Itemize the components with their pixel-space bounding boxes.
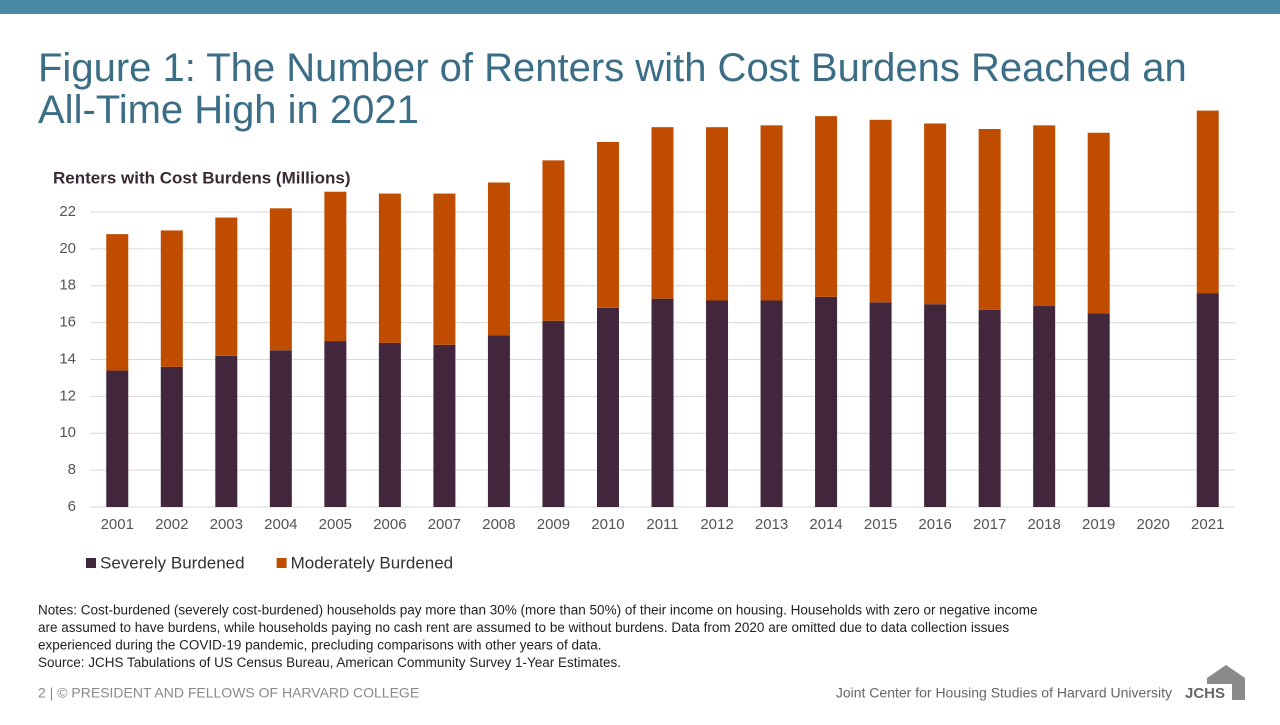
bar-segment	[815, 296, 838, 507]
logo-text: JCHS	[1185, 685, 1225, 702]
bar-segment	[378, 193, 401, 343]
bar-segment	[269, 208, 292, 351]
footer-left: 2 | © PRESIDENT AND FELLOWS OF HARVARD C…	[38, 685, 419, 701]
bar-segment	[215, 355, 238, 507]
title-line: Figure 1: The Number of Renters with Cos…	[38, 46, 1187, 90]
bar-segment	[760, 300, 783, 507]
bar-segment	[487, 182, 510, 336]
bar-segment	[760, 125, 783, 301]
x-tick-label: 2006	[373, 516, 406, 533]
x-tick-label: 2009	[537, 516, 570, 533]
bar-segment	[1196, 293, 1219, 507]
bar-segment	[1087, 132, 1110, 314]
x-tick-label: 2011	[646, 516, 678, 533]
x-tick-label: 2014	[809, 516, 842, 533]
bar-segment	[1196, 110, 1219, 294]
y-tick-label: 6	[68, 498, 76, 515]
bar-segment	[924, 123, 947, 305]
note-line: are assumed to have burdens, while house…	[38, 620, 1009, 635]
x-tick-label: 2021	[1191, 516, 1224, 533]
title-line: All-Time High in 2021	[38, 88, 419, 132]
legend-label: Moderately Burdened	[291, 553, 454, 572]
note-line: Notes: Cost-burdened (severely cost-burd…	[38, 603, 1038, 618]
bar-segment	[651, 127, 674, 299]
y-tick-label: 20	[59, 240, 76, 257]
axis-title: Renters with Cost Burdens (Millions)	[53, 168, 351, 187]
x-tick-label: 2017	[973, 516, 1006, 533]
bar-segment	[869, 119, 892, 303]
bar-segment	[106, 234, 129, 371]
bar-segment	[269, 350, 292, 507]
footer-right: Joint Center for Housing Studies of Harv…	[836, 685, 1172, 701]
bar-segment	[706, 300, 729, 507]
bar-segment	[433, 193, 456, 345]
x-tick-label: 2003	[210, 516, 243, 533]
y-tick-label: 14	[59, 350, 76, 367]
bar-segment	[433, 344, 456, 507]
x-tick-label: 2020	[1137, 516, 1170, 533]
bar-segment	[324, 191, 347, 342]
top-bar	[0, 0, 1280, 14]
bar-segment	[596, 307, 619, 507]
x-tick-label: 2008	[482, 516, 515, 533]
bar-segment	[542, 320, 565, 507]
bar-segment	[1087, 313, 1110, 507]
bar-segment	[869, 302, 892, 507]
bar-segment	[1033, 125, 1056, 307]
legend-swatch	[276, 558, 287, 568]
x-tick-label: 2010	[591, 516, 624, 533]
legend-label: Severely Burdened	[100, 553, 245, 572]
bar-segment	[924, 304, 947, 507]
y-tick-label: 10	[59, 424, 76, 441]
y-tick-label: 22	[59, 203, 76, 220]
bar-segment	[815, 116, 838, 297]
bar-segment	[596, 141, 619, 308]
x-tick-label: 2018	[1027, 516, 1060, 533]
bar-segment	[324, 341, 347, 507]
bar-segment	[106, 370, 129, 507]
bar-segment	[978, 129, 1001, 310]
slide-title: Figure 1: The Number of Renters with Cos…	[38, 46, 1187, 132]
note-line: experienced during the COVID-19 pandemic…	[38, 638, 602, 653]
x-tick-label: 2012	[700, 516, 733, 533]
logo-house	[1207, 665, 1245, 700]
bar-segment	[542, 160, 565, 321]
legend-swatch	[86, 558, 96, 568]
x-tick-label: 2015	[864, 516, 897, 533]
bar-segment	[378, 342, 401, 507]
note-line: Source: JCHS Tabulations of US Census Bu…	[38, 655, 621, 670]
bar-segment	[215, 217, 238, 356]
y-tick-label: 18	[59, 277, 76, 294]
x-tick-label: 2001	[101, 516, 134, 533]
x-tick-label: 2002	[155, 516, 188, 533]
x-tick-label: 2007	[428, 516, 461, 533]
x-tick-label: 2019	[1082, 516, 1115, 533]
y-tick-label: 12	[59, 387, 76, 404]
x-tick-label: 2005	[319, 516, 352, 533]
bar-segment	[651, 298, 674, 507]
bar-segment	[706, 127, 729, 301]
x-tick-label: 2004	[264, 516, 297, 533]
bar-segment	[160, 366, 183, 507]
x-tick-label: 2013	[755, 516, 788, 533]
y-tick-label: 16	[59, 314, 76, 331]
bar-segment	[978, 309, 1001, 507]
y-tick-label: 8	[68, 461, 76, 478]
x-tick-label: 2016	[918, 516, 951, 533]
bar-segment	[487, 335, 510, 507]
title-group: Figure 1: The Number of Renters with Cos…	[38, 46, 1187, 132]
bar-segment	[160, 230, 183, 367]
bar-segment	[1033, 306, 1056, 507]
notes: Notes: Cost-burdened (severely cost-burd…	[38, 603, 1038, 671]
